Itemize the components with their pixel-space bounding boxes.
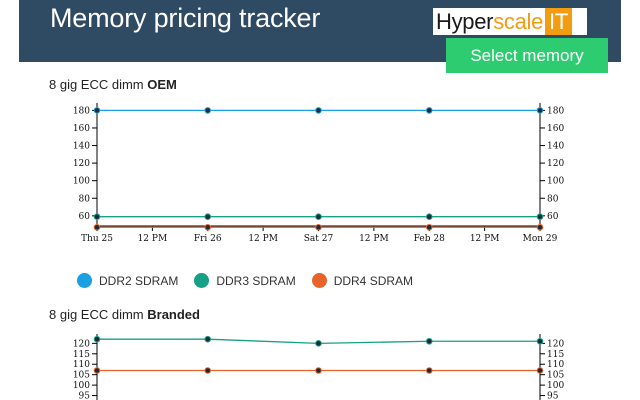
y-tick-label-right: 60 [547, 212, 559, 222]
legend-label-ddr2: DDR2 SDRAM [99, 273, 179, 288]
logo-text-hyper: Hyper [436, 9, 494, 34]
y-tick-label-right: 95 [547, 392, 559, 400]
app-header: Memory pricing tracker Hyperscale IT Sele… [19, 0, 621, 73]
data-point-ddr2 [425, 107, 433, 114]
data-point-ddr4 [425, 223, 433, 231]
select-memory-button[interactable]: Select memory [446, 38, 608, 73]
data-point-ddr3 [425, 213, 433, 220]
legend-item-ddr3[interactable]: DDR3 SDRAM [194, 273, 296, 288]
x-tick-label: 12 PM [138, 234, 168, 244]
y-tick-label-left: 120 [73, 159, 90, 169]
data-point-ddr2 [93, 107, 101, 114]
y-tick-label-right: 160 [547, 124, 564, 134]
y-tick-label-right: 100 [547, 381, 564, 391]
x-tick-label: Sat 27 [304, 234, 334, 244]
ddr2-legend-dot-icon [77, 273, 92, 288]
y-tick-label-right: 115 [547, 350, 564, 360]
data-point-ddr3 [93, 335, 101, 343]
x-tick-label: 12 PM [359, 234, 389, 244]
ddr3-legend-dot-icon [194, 273, 210, 288]
y-tick-label-left: 100 [73, 177, 90, 187]
chart-title-branded: 8 gig ECC dimm Branded [49, 307, 200, 322]
data-point-ddr3 [536, 213, 544, 220]
y-tick-label-left: 115 [73, 350, 90, 360]
y-tick-label-right: 140 [547, 142, 564, 152]
page-title: Memory pricing tracker [50, 3, 321, 33]
legend-item-ddr4[interactable]: DDR4 SDRAM [311, 273, 414, 288]
data-point-ddr2 [204, 107, 212, 114]
y-tick-label-left: 110 [73, 360, 90, 370]
y-tick-label-right: 180 [547, 106, 564, 116]
logo-text-scale: scale [493, 9, 544, 34]
data-point-ddr4 [315, 367, 322, 374]
data-point-ddr3 [315, 340, 322, 347]
y-tick-label-right: 110 [547, 360, 564, 370]
chart-title-oem-prefix: 8 gig ECC dimm [49, 77, 148, 92]
legend-label-ddr4: DDR4 SDRAM [333, 273, 414, 288]
oem-price-chart: 60 60 80 80 100 100 120 120 140 140 160 160 180 180 Th… [73, 103, 564, 244]
data-point-ddr3 [536, 337, 544, 345]
data-point-ddr4 [93, 367, 101, 374]
ddr4-legend-dot-icon [311, 273, 327, 288]
chart-title-branded-prefix: 8 gig ECC dimm [49, 307, 148, 322]
x-tick-label: Mon 29 [523, 234, 558, 244]
chart-legend: DDR2 SDRAM DDR3 SDRAM DDR4 SDRAM [77, 273, 429, 288]
y-tick-label-right: 120 [547, 159, 564, 169]
data-point-ddr4 [536, 367, 544, 374]
logo-text-it: IT [545, 8, 572, 35]
y-tick-label-left: 160 [73, 124, 90, 134]
x-tick-label: Thu 25 [81, 234, 113, 244]
data-point-ddr4 [536, 223, 544, 231]
data-point-ddr4 [204, 367, 212, 374]
x-tick-label: Feb 28 [414, 234, 445, 244]
legend-label-ddr3: DDR3 SDRAM [216, 273, 296, 288]
chart-title-branded-bold: Branded [147, 307, 200, 322]
y-tick-label-left: 140 [73, 142, 90, 152]
y-tick-label-left: 105 [73, 371, 90, 381]
data-point-ddr3 [93, 213, 101, 220]
y-tick-label-left: 80 [79, 194, 91, 204]
y-tick-label-left: 60 [79, 212, 91, 222]
legend-item-ddr2[interactable]: DDR2 SDRAM [77, 273, 178, 288]
chart-title-oem-bold: OEM [147, 77, 177, 92]
data-point-ddr2 [536, 107, 544, 114]
data-point-ddr2 [315, 107, 322, 114]
data-point-ddr4 [93, 223, 101, 231]
hyperscale-logo[interactable]: Hyperscale IT [433, 8, 587, 35]
y-tick-label-right: 100 [547, 177, 564, 187]
data-point-ddr3 [425, 337, 433, 345]
data-point-ddr4 [315, 223, 322, 231]
x-tick-label: 12 PM [248, 234, 278, 244]
data-point-ddr3 [204, 335, 212, 343]
y-tick-label-left: 120 [73, 339, 90, 349]
x-tick-label: 12 PM [470, 234, 500, 244]
data-point-ddr3 [204, 213, 212, 220]
chart-title-oem: 8 gig ECC dimm OEM [49, 77, 177, 92]
data-point-ddr3 [315, 213, 322, 220]
y-tick-label-right: 80 [547, 194, 559, 204]
x-tick-label: Fri 26 [194, 234, 222, 244]
y-tick-label-left: 180 [73, 106, 90, 116]
y-tick-label-right: 105 [547, 371, 564, 381]
y-tick-label-left: 100 [73, 381, 90, 391]
data-point-ddr4 [425, 367, 433, 374]
y-tick-label-right: 120 [547, 339, 564, 349]
y-tick-label-left: 95 [79, 392, 91, 400]
data-point-ddr4 [204, 223, 212, 231]
